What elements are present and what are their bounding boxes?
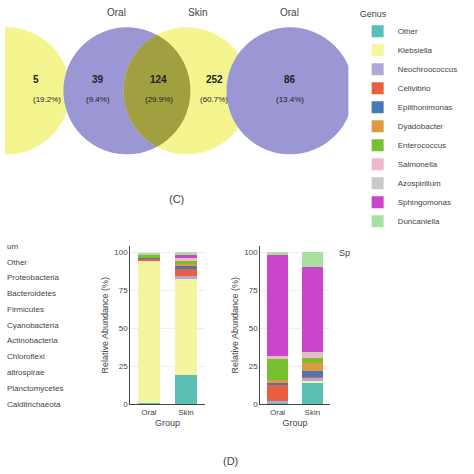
svg-text:Neochroococcus: Neochroococcus	[398, 65, 458, 74]
svg-text:86: 86	[284, 74, 296, 85]
svg-text:75: 75	[119, 286, 128, 295]
svg-text:Cyanobacteria: Cyanobacteria	[7, 321, 59, 330]
svg-text:Cellvibrio: Cellvibrio	[398, 84, 431, 93]
svg-text:Skin: Skin	[305, 408, 321, 417]
svg-text:(60.7%): (60.7%)	[200, 95, 228, 104]
svg-text:Azospirillum: Azospirillum	[398, 179, 441, 188]
svg-text:Actinobacteria: Actinobacteria	[7, 336, 58, 345]
svg-text:124: 124	[150, 74, 167, 85]
svg-text:(9.4%): (9.4%)	[86, 95, 110, 104]
svg-text:Group: Group	[282, 418, 307, 428]
svg-text:Genus: Genus	[360, 9, 387, 19]
svg-text:Relative Abundance (%): Relative Abundance (%)	[100, 277, 110, 374]
svg-text:Dyadobacter: Dyadobacter	[398, 122, 444, 131]
svg-text:100: 100	[114, 248, 128, 257]
svg-text:Calditrichaeota: Calditrichaeota	[7, 400, 61, 409]
svg-text:Group: Group	[155, 418, 180, 428]
svg-text:Skin: Skin	[188, 7, 207, 18]
svg-text:altrospirae: altrospirae	[7, 368, 45, 377]
svg-text:Oral: Oral	[107, 7, 126, 18]
svg-text:Epilthonimonas: Epilthonimonas	[398, 103, 453, 112]
svg-text:Other: Other	[398, 27, 418, 36]
svg-text:Oral: Oral	[280, 7, 299, 18]
svg-text:100: 100	[244, 248, 258, 257]
svg-text:50: 50	[249, 324, 258, 333]
svg-text:Planctomycetes: Planctomycetes	[7, 384, 63, 393]
svg-text:25: 25	[249, 362, 258, 371]
svg-text:Skin: Skin	[178, 408, 194, 417]
svg-text:Other: Other	[7, 258, 27, 267]
svg-text:Firmicutes: Firmicutes	[7, 305, 44, 314]
svg-text:Sphingomonas: Sphingomonas	[398, 198, 451, 207]
svg-text:(D): (D)	[223, 455, 238, 467]
svg-text:(29.9%): (29.9%)	[145, 95, 173, 104]
svg-text:252: 252	[206, 74, 223, 85]
svg-text:Enterococcus: Enterococcus	[398, 141, 446, 150]
svg-text:(C): (C)	[169, 193, 184, 205]
svg-text:Klebsiella: Klebsiella	[398, 46, 433, 55]
svg-text:(13.4%): (13.4%)	[276, 95, 304, 104]
svg-text:Sp: Sp	[339, 248, 350, 258]
svg-text:Bacteroidetes: Bacteroidetes	[7, 289, 56, 298]
svg-text:Oral: Oral	[141, 408, 156, 417]
svg-text:0: 0	[123, 400, 128, 409]
svg-text:(19.2%): (19.2%)	[33, 95, 61, 104]
svg-text:um: um	[7, 242, 18, 251]
svg-text:Salmonella: Salmonella	[398, 160, 438, 169]
svg-text:Relative Abundance (%): Relative Abundance (%)	[230, 277, 240, 374]
svg-text:Oral: Oral	[270, 408, 285, 417]
svg-text:39: 39	[92, 74, 104, 85]
svg-text:50: 50	[119, 324, 128, 333]
svg-text:Duncaniella: Duncaniella	[398, 217, 440, 226]
svg-text:75: 75	[249, 286, 258, 295]
svg-text:Chloroflexi: Chloroflexi	[7, 352, 45, 361]
svg-text:Proteobacteria: Proteobacteria	[7, 273, 60, 282]
svg-text:5: 5	[33, 74, 39, 85]
svg-text:0: 0	[253, 400, 258, 409]
svg-text:25: 25	[119, 362, 128, 371]
